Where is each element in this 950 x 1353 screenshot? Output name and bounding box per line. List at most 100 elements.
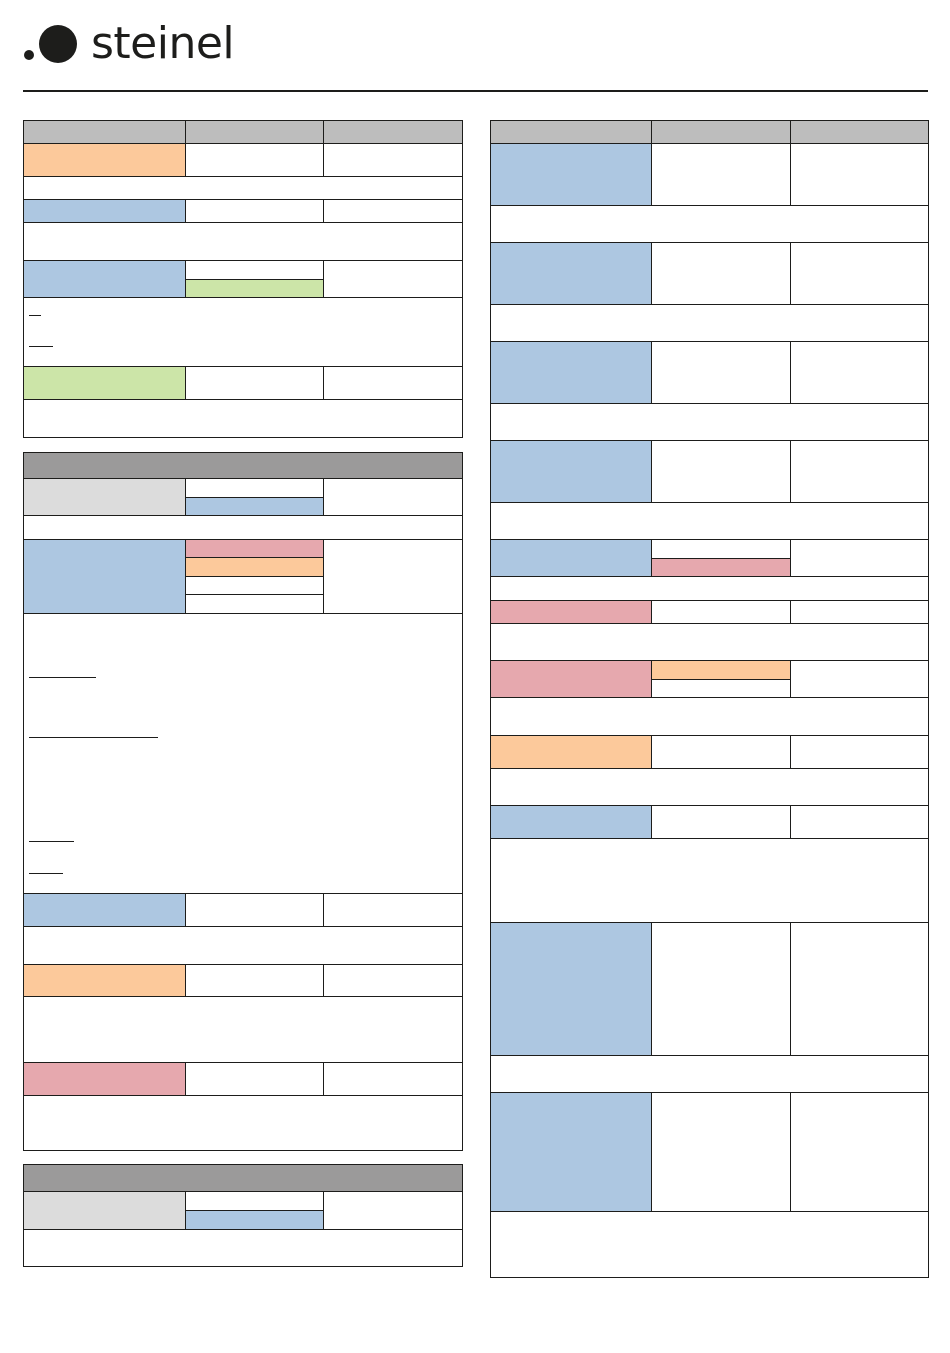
param-label-cell [490, 341, 652, 404]
value-cell [651, 660, 791, 680]
value-cell [651, 341, 791, 404]
param-label-cell [23, 366, 186, 400]
param-label-cell [490, 922, 652, 1056]
value-cell [323, 1062, 463, 1096]
value-cell [185, 1210, 324, 1230]
table-header-cell [323, 120, 463, 144]
value-cell [185, 497, 324, 516]
param-label-cell [23, 539, 186, 614]
description-row [23, 926, 463, 965]
table-header-cell [790, 120, 929, 144]
value-cell [790, 143, 929, 206]
value-cell [185, 143, 324, 177]
section-header [23, 1164, 463, 1192]
description-row [23, 297, 463, 367]
table-header-cell [490, 120, 652, 144]
description-row [490, 697, 929, 736]
description-row [23, 515, 463, 540]
value-cell [185, 279, 324, 298]
param-label-cell [490, 440, 652, 503]
description-row [23, 222, 463, 261]
value-cell [185, 260, 324, 280]
description-row [490, 768, 929, 806]
table-header-cell [23, 120, 186, 144]
description-row [23, 176, 463, 200]
param-label-cell [23, 199, 186, 223]
value-cell [790, 922, 929, 1056]
param-label-cell [23, 893, 186, 927]
param-label-cell [23, 260, 186, 298]
logo-large-dot-icon [39, 25, 77, 63]
value-cell [323, 199, 463, 223]
value-cell [323, 366, 463, 400]
value-cell [185, 478, 324, 498]
value-cell [323, 539, 463, 614]
description-row [23, 399, 463, 438]
table-header-cell [651, 120, 791, 144]
value-cell [790, 341, 929, 404]
value-cell [651, 558, 791, 577]
value-cell [651, 1092, 791, 1212]
param-label-cell [490, 539, 652, 577]
value-cell [651, 539, 791, 559]
description-row [490, 576, 929, 601]
header-divider [23, 90, 928, 92]
value-cell [185, 557, 324, 577]
description-row [23, 996, 463, 1063]
logo-wordmark: steinel [91, 18, 235, 69]
section-header [23, 452, 463, 479]
param-label-cell [490, 143, 652, 206]
value-cell [790, 805, 929, 839]
underline-mark [29, 677, 96, 678]
description-row [23, 613, 463, 894]
value-cell [185, 594, 324, 614]
value-cell [323, 143, 463, 177]
value-cell [323, 260, 463, 298]
description-row [23, 1229, 463, 1267]
value-cell [651, 805, 791, 839]
value-cell [185, 199, 324, 223]
value-cell [790, 1092, 929, 1212]
value-cell [651, 600, 791, 624]
underline-mark [29, 315, 41, 316]
param-label-cell [490, 242, 652, 305]
value-cell [185, 366, 324, 400]
param-label-cell [23, 964, 186, 997]
description-row [490, 403, 929, 441]
param-label-cell [490, 805, 652, 839]
value-cell [185, 539, 324, 558]
value-cell [651, 242, 791, 305]
value-cell [651, 440, 791, 503]
underline-mark [29, 841, 74, 842]
description-row [490, 304, 929, 342]
param-label-cell [23, 143, 186, 177]
description-row [490, 1055, 929, 1093]
table-header-cell [185, 120, 324, 144]
value-cell [651, 679, 791, 698]
underline-mark [29, 873, 63, 874]
value-cell [651, 735, 791, 769]
param-label-cell [23, 478, 186, 516]
value-cell [651, 922, 791, 1056]
param-label-cell [490, 660, 652, 698]
value-cell [185, 1062, 324, 1096]
value-cell [323, 964, 463, 997]
underline-mark [29, 737, 158, 738]
underline-mark [29, 346, 53, 347]
param-label-cell [23, 1191, 186, 1230]
value-cell [790, 440, 929, 503]
value-cell [323, 1191, 463, 1230]
description-row [490, 205, 929, 243]
value-cell [790, 242, 929, 305]
value-cell [651, 143, 791, 206]
description-row [23, 1095, 463, 1151]
param-label-cell [490, 1092, 652, 1212]
param-label-cell [23, 1062, 186, 1096]
description-row [490, 838, 929, 923]
value-cell [323, 893, 463, 927]
description-row [490, 1211, 929, 1278]
value-cell [185, 893, 324, 927]
steinel-logo: steinel [24, 18, 235, 69]
value-cell [323, 478, 463, 516]
description-row [490, 623, 929, 661]
